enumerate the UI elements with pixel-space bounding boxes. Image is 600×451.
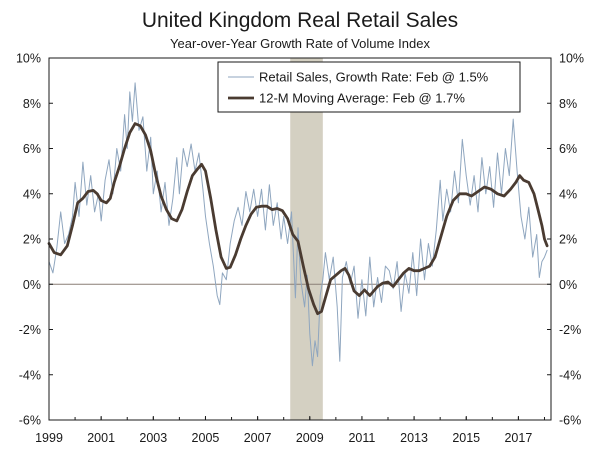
y-tick-label-right: 0%: [559, 278, 577, 292]
tick-labels: 10% 10% 8% 8% 6% 6% 4% 4% 2% 2% 0% 0% -2% -2% -4% -4% -6…: [16, 52, 584, 446]
x-tick-label: 2007: [244, 431, 272, 445]
legend-box: [217, 61, 521, 113]
y-tick-label-right: 10%: [559, 52, 584, 66]
y-tick-label-left: 8%: [23, 97, 41, 111]
x-tick-label: 2015: [452, 431, 480, 445]
chart-title: United Kingdom Real Retail Sales: [142, 9, 458, 32]
legend: Retail Sales, Growth Rate: Feb @ 1.5% 12…: [217, 61, 521, 113]
x-tick-label: 2017: [504, 431, 532, 445]
x-tick-label: 2003: [139, 431, 167, 445]
x-tick-label: 2005: [192, 431, 220, 445]
y-tick-label-right: -2%: [559, 323, 581, 337]
chart-subtitle: Year-over-Year Growth Rate of Volume Ind…: [170, 36, 430, 51]
legend-label-moving-average: 12-M Moving Average: Feb @ 1.7%: [259, 91, 465, 106]
x-tick-label: 2013: [400, 431, 428, 445]
y-tick-label-right: -4%: [559, 368, 581, 382]
series-line-1: [47, 122, 549, 316]
y-tick-label-right: -6%: [559, 414, 581, 428]
legend-label-retail-sales: Retail Sales, Growth Rate: Feb @ 1.5%: [259, 70, 489, 85]
y-tick-label-left: -2%: [19, 323, 41, 337]
y-tick-label-left: 10%: [16, 52, 41, 66]
axis-ticks: [48, 57, 551, 421]
y-tick-label-left: 6%: [23, 142, 41, 156]
y-tick-label-left: 0%: [23, 278, 41, 292]
y-tick-label-left: 4%: [23, 187, 41, 201]
x-tick-label: 1999: [35, 431, 63, 445]
y-tick-label-left: -6%: [19, 414, 41, 428]
y-tick-label-right: 6%: [559, 142, 577, 156]
y-tick-label-right: 4%: [559, 187, 577, 201]
y-tick-label-left: 2%: [23, 233, 41, 247]
y-tick-label-left: -4%: [19, 368, 41, 382]
y-tick-label-right: 8%: [559, 97, 577, 111]
x-tick-label: 2011: [348, 431, 375, 445]
y-tick-label-right: 2%: [559, 233, 577, 247]
x-tick-label: 2001: [87, 431, 115, 445]
x-tick-label: 2009: [296, 431, 324, 445]
series-layer: [47, 82, 549, 367]
